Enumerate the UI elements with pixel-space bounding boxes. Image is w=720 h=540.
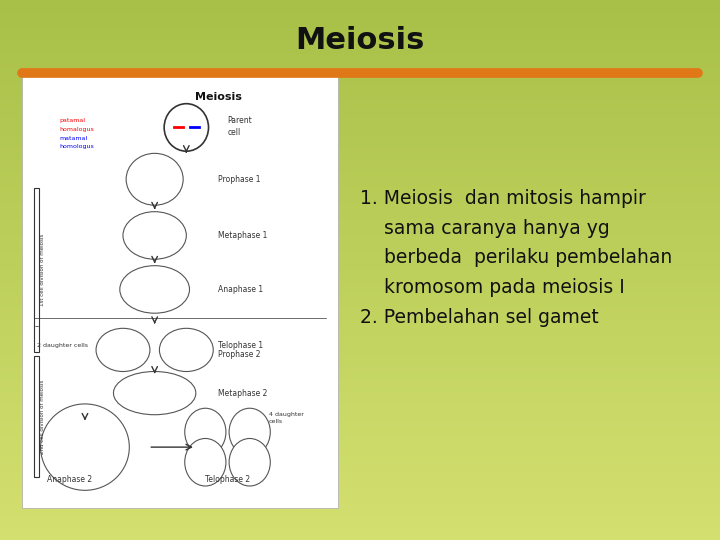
Ellipse shape (40, 404, 130, 490)
Ellipse shape (185, 438, 226, 486)
Ellipse shape (159, 328, 213, 372)
Text: cell: cell (228, 128, 240, 137)
Bar (35, 188, 39, 352)
Ellipse shape (120, 266, 189, 313)
Text: matamal: matamal (60, 136, 88, 141)
Text: Metaphase 2: Metaphase 2 (218, 389, 267, 397)
Ellipse shape (164, 104, 209, 151)
Text: berbeda  perilaku pembelahan: berbeda perilaku pembelahan (360, 248, 672, 267)
Text: Telophase 2: Telophase 2 (205, 475, 250, 484)
Text: Telophase 1: Telophase 1 (218, 341, 263, 350)
Text: Parent: Parent (228, 117, 252, 125)
Ellipse shape (229, 408, 270, 456)
Text: 1st cell division of meiosis: 1st cell division of meiosis (40, 234, 45, 306)
Text: Meiosis: Meiosis (295, 26, 425, 55)
Ellipse shape (96, 328, 150, 372)
Text: homalogus: homalogus (60, 127, 94, 132)
Text: 2nd cell division of meiosis: 2nd cell division of meiosis (40, 380, 45, 454)
Text: 1. Meiosis  dan mitosis hampir: 1. Meiosis dan mitosis hampir (360, 189, 646, 208)
Ellipse shape (185, 408, 226, 456)
Text: Anaphase 1: Anaphase 1 (218, 285, 263, 294)
Ellipse shape (229, 438, 270, 486)
Ellipse shape (114, 372, 196, 415)
Ellipse shape (126, 153, 183, 205)
Text: patamal: patamal (60, 118, 86, 124)
Text: 4 daughter: 4 daughter (269, 412, 304, 417)
Text: Metaphase 1: Metaphase 1 (218, 231, 267, 240)
Text: homologus: homologus (60, 144, 94, 150)
Text: –: – (35, 322, 39, 330)
Text: 2 daughter cells: 2 daughter cells (37, 343, 89, 348)
Text: 2. Pembelahan sel gamet: 2. Pembelahan sel gamet (360, 308, 599, 327)
Text: Prophase 2: Prophase 2 (218, 350, 261, 359)
Text: cells: cells (269, 418, 283, 424)
Text: Meiosis: Meiosis (194, 92, 241, 102)
Bar (22, 76, 338, 508)
Text: Prophase 1: Prophase 1 (218, 175, 261, 184)
Ellipse shape (123, 212, 186, 259)
Text: Anaphase 2: Anaphase 2 (47, 475, 91, 484)
Bar (35, 356, 39, 477)
Text: kromosom pada meiosis I: kromosom pada meiosis I (360, 278, 625, 297)
Text: sama caranya hanya yg: sama caranya hanya yg (360, 219, 610, 238)
